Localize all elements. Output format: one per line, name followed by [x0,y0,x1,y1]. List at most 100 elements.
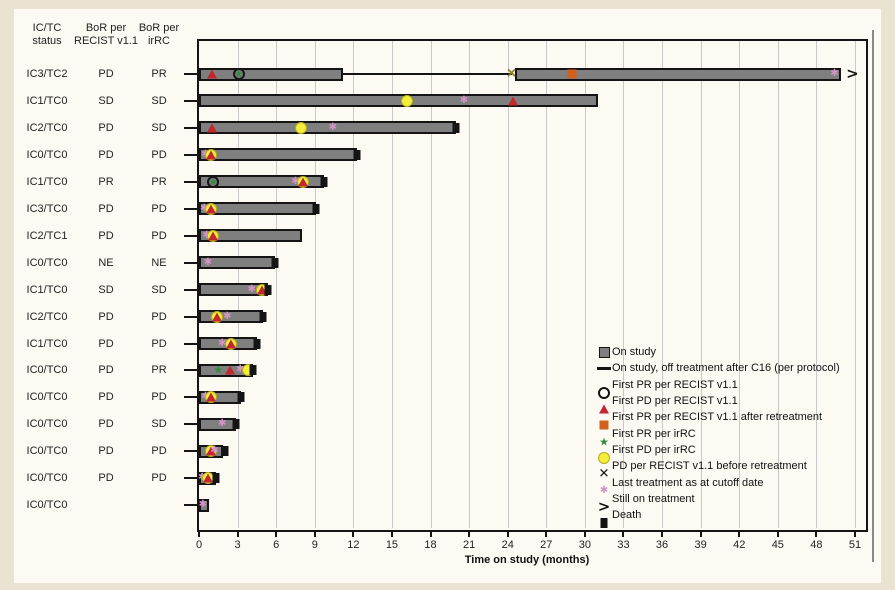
swimmer-bar [199,94,598,108]
last-treatment-marker: ✱ [328,121,337,133]
ic-tc-status-label: IC1/TC0 [26,337,68,350]
row-axis-tick [184,504,198,507]
first-pd-recist-marker [206,69,217,79]
x-axis-tick-label: 33 [617,539,630,551]
row-axis-tick [184,234,198,237]
x-axis-tick [545,530,548,537]
gridline [276,41,278,528]
x-axis-tick [236,530,239,537]
last-treatment-marker: ✱ [203,256,213,268]
x-axis-tick [622,530,625,537]
x-axis-tick-label: 48 [810,539,823,551]
gridline [777,41,779,528]
ic-tc-status-label: IC0/TC0 [26,499,68,512]
bor-recist-label: PD [98,310,114,323]
ic-tc-status-label: IC3/TC2 [26,68,68,80]
gridline [584,41,586,528]
last-treatment-marker: ✱ [235,364,245,376]
swimmer-bar [199,229,302,243]
bor-irrc-label: PD [151,148,167,161]
x-axis-tick [815,530,818,537]
ic-tc-status-label: IC0/TC0 [26,391,68,404]
row-axis-tick [184,450,198,453]
row-axis-tick [184,99,198,102]
gridline [700,41,702,528]
row-axis-tick [184,73,198,75]
bor-recist-label: PD [98,202,114,215]
death-marker [320,176,328,187]
last-treatment-marker: ✱ [599,484,609,496]
ic-tc-status-label: IC1/TC0 [26,94,68,107]
still-on-treatment-arrow: > [846,64,859,83]
death-marker [452,122,460,133]
first-pr-recist-marker [598,386,610,399]
bor-irrc-label: SD [151,94,167,107]
gridline [469,41,471,528]
ic-tc-status-label: IC0/TC0 [26,148,68,161]
x-axis-tick [390,530,393,537]
bor-irrc-label: PD [151,310,167,323]
still-on-treatment-arrow: > [597,497,611,516]
pd-before-retreatment-x-marker: ✕ [506,66,518,82]
legend-label: Still on treatment [612,492,695,505]
bor-recist-label: PD [98,445,114,458]
bor-irrc-label: SD [151,283,167,296]
x-axis-tick [352,530,355,537]
last-treatment-marker: ✱ [459,94,469,106]
ic-tc-status-label: IC1/TC0 [26,175,68,188]
last-treatment-marker: ✱ [217,418,227,430]
death-marker [212,473,220,484]
legend-label: Death [612,509,642,522]
row-axis-tick [184,207,198,210]
death-marker [249,365,257,376]
legend-item: ✱ Last treatment as at cutoff date [596,474,840,496]
last-treatment-marker: ✱ [223,310,232,322]
bor-recist-label: PD [98,364,114,377]
legend-label: First PR per RECIST v1.1 [612,378,738,391]
first-pd-recist-marker [298,177,309,187]
bor-irrc-label: SD [151,121,167,134]
ic-tc-status-label: IC1/TC0 [26,283,68,296]
bor-irrc-label: PD [151,445,167,458]
x-axis-title: Time on study (months) [464,554,590,566]
gridline [507,41,509,528]
legend-label: PD per RECIST v1.1 before retreatment [612,460,807,473]
bor-recist-label: SD [98,94,114,107]
ic-tc-status-label: IC2/TC0 [26,121,68,134]
on_study-legend-marker [596,346,612,358]
gridline [546,41,548,528]
gridline [353,41,355,528]
x-axis-tick-label: 24 [501,539,514,551]
death-marker [232,419,240,430]
gridline [662,41,664,528]
header-line: IC/TC [32,22,62,34]
x-axis-tick [776,530,779,537]
death-marker [353,149,361,160]
last-treatment-marker: ✱ [217,337,227,349]
row-axis-tick [184,423,198,426]
ic-tc-status-label: IC0/TC0 [26,364,68,377]
x-axis-tick-label: 51 [848,539,862,551]
x-axis-tick-label: 12 [347,539,360,551]
gridline [739,41,741,528]
x-axis-tick [854,530,856,537]
swimmer-bar [199,67,344,81]
death-marker [271,257,279,268]
bor-irrc-label: PD [151,391,167,404]
x-axis-tick [583,530,586,537]
header-line: BoR per [138,22,180,34]
row-axis-tick [184,477,198,480]
row-axis-tick [184,126,198,129]
bor-irrc-label: PD [151,472,167,485]
x-axis-tick-label: 30 [578,539,591,551]
death-marker [264,284,272,295]
row-axis-tick [184,369,198,372]
bor-recist-label: PD [98,148,114,161]
gridline [855,41,856,528]
x-axis-tick [738,530,741,537]
bor-irrc-label: PD [151,202,167,215]
first-pd-recist-marker [226,339,237,348]
first-pr-recist-after-retreatment-marker [599,420,609,430]
bor-irrc-label: NE [151,256,167,269]
